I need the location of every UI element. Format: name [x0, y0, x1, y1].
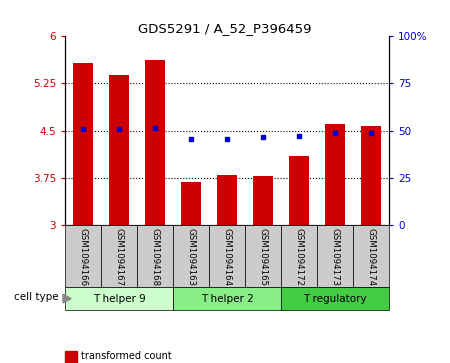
Bar	[281, 225, 317, 287]
Text: GSM1094174: GSM1094174	[367, 228, 376, 286]
Bar	[137, 225, 173, 287]
Bar	[101, 225, 137, 287]
Bar	[353, 225, 389, 287]
Bar	[65, 225, 101, 287]
Bar	[173, 287, 281, 310]
Text: T helper 9: T helper 9	[93, 294, 146, 303]
Bar	[173, 225, 209, 287]
Bar	[245, 225, 281, 287]
Text: GSM1094165: GSM1094165	[259, 228, 268, 286]
Text: GSM1094166: GSM1094166	[79, 228, 88, 286]
Bar	[325, 125, 345, 225]
Bar	[317, 225, 353, 287]
Text: GSM1094164: GSM1094164	[223, 228, 232, 286]
Bar	[109, 75, 129, 225]
Text: GSM1094167: GSM1094167	[115, 228, 124, 286]
Bar	[361, 126, 381, 225]
Text: transformed count: transformed count	[81, 351, 172, 362]
Text: GDS5291 / A_52_P396459: GDS5291 / A_52_P396459	[138, 22, 312, 35]
Bar	[181, 182, 201, 225]
Text: GSM1094172: GSM1094172	[295, 228, 304, 286]
Bar	[281, 287, 389, 310]
Bar	[217, 175, 237, 225]
Text: cell type: cell type	[14, 292, 58, 302]
Text: GSM1094163: GSM1094163	[187, 228, 196, 286]
Bar	[209, 225, 245, 287]
Bar	[73, 64, 93, 225]
Bar	[253, 176, 273, 225]
Bar	[65, 287, 173, 310]
Text: GSM1094173: GSM1094173	[331, 228, 340, 286]
Bar	[289, 156, 309, 225]
Bar	[145, 60, 165, 225]
Text: T regulatory: T regulatory	[303, 294, 367, 303]
Text: GSM1094168: GSM1094168	[151, 228, 160, 286]
Text: T helper 2: T helper 2	[201, 294, 254, 303]
